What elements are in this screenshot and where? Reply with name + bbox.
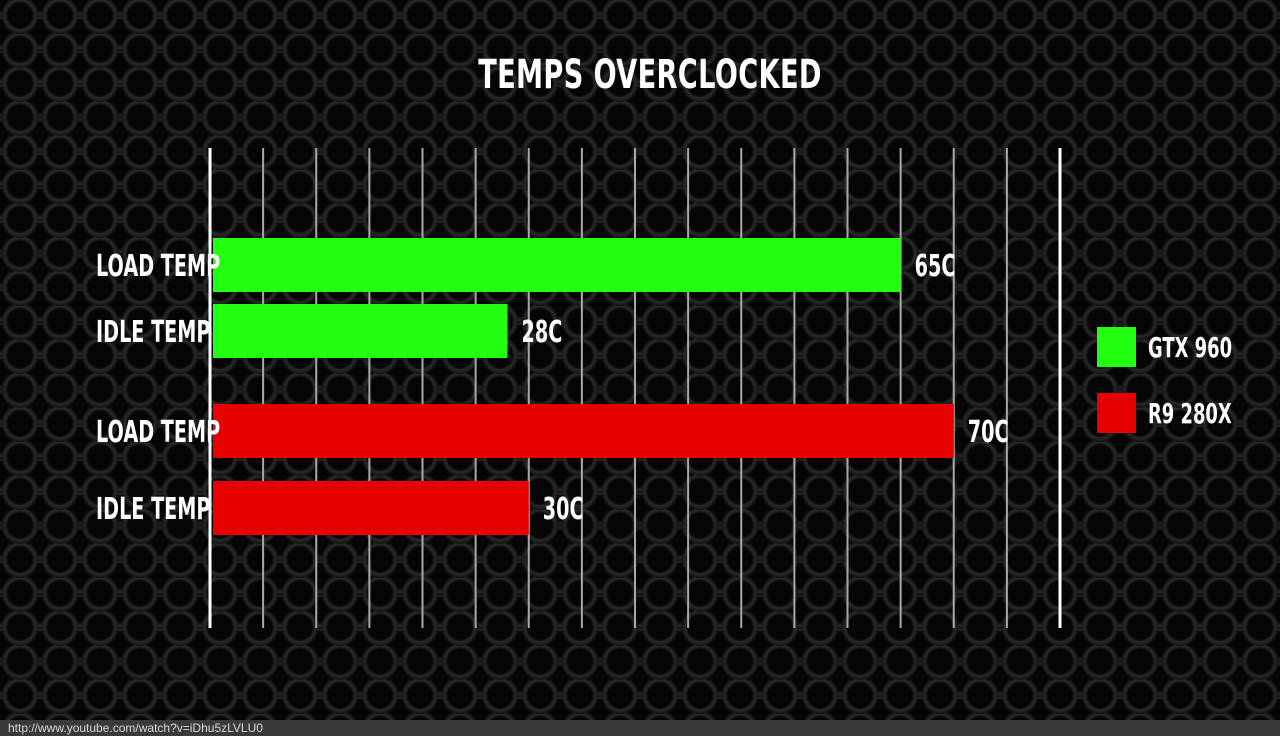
bar-chart: LOAD TEMP 65C IDLE TEMP 28C LOAD TEMP 70C IDLE… (96, 148, 1232, 628)
category-label: LOAD TEMP (96, 415, 220, 450)
legend-swatch (1097, 327, 1136, 367)
value-label: 70C (968, 415, 1009, 450)
legend: GTX 960 R9 280X (1097, 327, 1232, 433)
legend-swatch (1097, 393, 1136, 433)
bar-3 (213, 404, 954, 458)
legend-label: R9 280X (1148, 397, 1232, 430)
category-label: IDLE TEMP (96, 315, 210, 350)
labels: LOAD TEMP 65C IDLE TEMP 28C LOAD TEMP 70C IDLE… (96, 249, 1009, 527)
value-label: 28C (522, 315, 563, 350)
chart-title: TEMPS OVERCLOCKED (478, 52, 822, 98)
bars (213, 238, 954, 535)
legend-label: GTX 960 (1148, 331, 1232, 364)
value-label: 65C (915, 249, 956, 284)
category-label: IDLE TEMP (96, 492, 210, 527)
status-url: http://www.youtube.com/watch?v=iDhu5zLVL… (0, 720, 1280, 736)
bar-4 (213, 481, 529, 535)
value-label: 30C (543, 492, 584, 527)
bar-2 (213, 304, 508, 358)
grid-lines (208, 148, 1062, 628)
category-label: LOAD TEMP (96, 249, 220, 284)
bar-1 (213, 238, 901, 292)
